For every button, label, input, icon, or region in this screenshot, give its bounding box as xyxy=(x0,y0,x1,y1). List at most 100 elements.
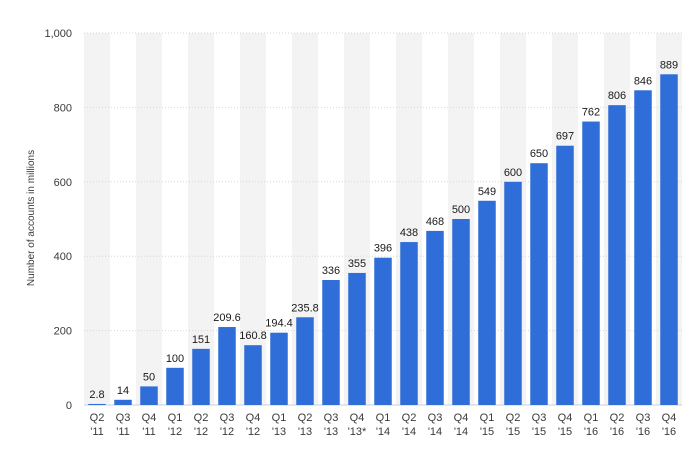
x-tick-label-quarter: Q2 xyxy=(194,412,209,424)
x-tick-label-year: '16 xyxy=(584,426,598,438)
bar xyxy=(426,230,444,405)
data-label: 194.4 xyxy=(265,318,293,330)
x-tick-label-quarter: Q2 xyxy=(610,412,625,424)
x-tick-label-year: '12 xyxy=(246,426,260,438)
x-tick-label-quarter: Q4 xyxy=(142,412,157,424)
column-band xyxy=(240,33,266,405)
data-label: 396 xyxy=(374,243,392,255)
bar xyxy=(530,163,548,405)
x-tick-label-quarter: Q3 xyxy=(532,412,547,424)
bar xyxy=(504,181,522,405)
x-tick-label-quarter: Q4 xyxy=(662,412,677,424)
x-tick-label-year: '15 xyxy=(480,426,494,438)
bar xyxy=(270,332,288,405)
data-label: 500 xyxy=(452,204,470,216)
x-tick-label-quarter: Q3 xyxy=(636,412,651,424)
y-tick-label: 400 xyxy=(54,251,72,263)
data-label: 2.8 xyxy=(89,389,104,401)
x-tick-label-year: '12 xyxy=(194,426,208,438)
x-tick-label-year: '14 xyxy=(402,426,416,438)
x-tick-label-year: '14 xyxy=(428,426,442,438)
bar xyxy=(88,403,106,405)
bar xyxy=(634,90,652,405)
data-label: 336 xyxy=(322,265,340,277)
x-tick-label-year: '15 xyxy=(558,426,572,438)
x-tick-label-year: '16 xyxy=(662,426,676,438)
data-label: 806 xyxy=(608,90,626,102)
y-tick-label: 200 xyxy=(54,326,72,338)
bar xyxy=(608,105,626,406)
x-tick-label-year: '12 xyxy=(220,426,234,438)
bar xyxy=(140,386,158,405)
x-tick-label-quarter: Q2 xyxy=(90,412,105,424)
bar xyxy=(452,219,470,405)
data-label: 762 xyxy=(582,107,600,119)
data-label: 100 xyxy=(166,353,184,365)
data-label: 355 xyxy=(348,258,366,270)
x-tick-label-quarter: Q1 xyxy=(376,412,391,424)
x-tick-label-quarter: Q4 xyxy=(350,412,365,424)
x-tick-label-year: '11 xyxy=(116,426,130,438)
x-tick-label-quarter: Q3 xyxy=(116,412,131,424)
x-tick-label-quarter: Q3 xyxy=(220,412,235,424)
bar xyxy=(166,367,184,405)
bar xyxy=(348,272,366,405)
data-label: 14 xyxy=(117,385,129,397)
x-tick-label-quarter: Q2 xyxy=(298,412,313,424)
data-label: 438 xyxy=(400,227,418,239)
x-tick-label-year: '16 xyxy=(636,426,650,438)
x-tick-label-quarter: Q2 xyxy=(402,412,417,424)
bars xyxy=(88,74,678,406)
x-tick-label-quarter: Q1 xyxy=(272,412,287,424)
data-label: 468 xyxy=(426,216,444,228)
column-band xyxy=(136,33,162,405)
x-tick-label-quarter: Q3 xyxy=(428,412,443,424)
x-tick-label-quarter: Q2 xyxy=(506,412,521,424)
x-tick-label-quarter: Q1 xyxy=(480,412,495,424)
data-label: 235.8 xyxy=(291,302,319,314)
bar xyxy=(114,399,132,405)
bar xyxy=(296,317,314,405)
x-tick-label-year: '15 xyxy=(506,426,520,438)
bar xyxy=(374,257,392,405)
data-label: 697 xyxy=(556,131,574,143)
bar xyxy=(322,280,340,405)
data-label: 50 xyxy=(143,371,155,383)
x-tick-label-quarter: Q4 xyxy=(454,412,469,424)
x-tick-label-year: '11 xyxy=(142,426,156,438)
x-tick-label-year: '13 xyxy=(272,426,286,438)
y-tick-label: 800 xyxy=(54,102,72,114)
data-label: 846 xyxy=(634,75,652,87)
bar xyxy=(582,121,600,405)
column-band xyxy=(188,33,214,405)
y-axis: 0 200 400 600 800 1,000 xyxy=(44,28,72,412)
bar xyxy=(244,345,262,405)
y-tick-label: 1,000 xyxy=(44,28,72,40)
bar xyxy=(192,348,210,405)
x-tick-label-year: '14 xyxy=(454,426,468,438)
x-tick-label-year: '13* xyxy=(348,426,367,438)
x-tick-label-quarter: Q3 xyxy=(324,412,339,424)
y-axis-title: Number of accounts in millions xyxy=(26,150,37,286)
x-axis: Q2 '11 Q3 '11 Q4 '11 Q1 '12 Q2 '12 Q3 '12 Q4 '12 Q1 '13… xyxy=(90,412,677,438)
y-tick-label: 600 xyxy=(54,177,72,189)
data-label: 600 xyxy=(504,167,522,179)
x-tick-label-quarter: Q4 xyxy=(246,412,261,424)
data-label: 889 xyxy=(660,59,678,71)
bar xyxy=(218,327,236,405)
y-tick-label: 0 xyxy=(66,400,72,412)
bar xyxy=(556,145,574,405)
x-tick-label-year: '11 xyxy=(90,426,104,438)
x-tick-label-quarter: Q1 xyxy=(168,412,183,424)
data-label: 151 xyxy=(192,334,210,346)
x-tick-label-year: '15 xyxy=(532,426,546,438)
data-label: 160.8 xyxy=(239,330,267,342)
bar xyxy=(400,242,418,405)
column-band xyxy=(84,33,110,405)
x-tick-label-quarter: Q4 xyxy=(558,412,573,424)
x-tick-label-year: '16 xyxy=(610,426,624,438)
bar xyxy=(660,74,678,405)
x-tick-label-year: '12 xyxy=(168,426,182,438)
